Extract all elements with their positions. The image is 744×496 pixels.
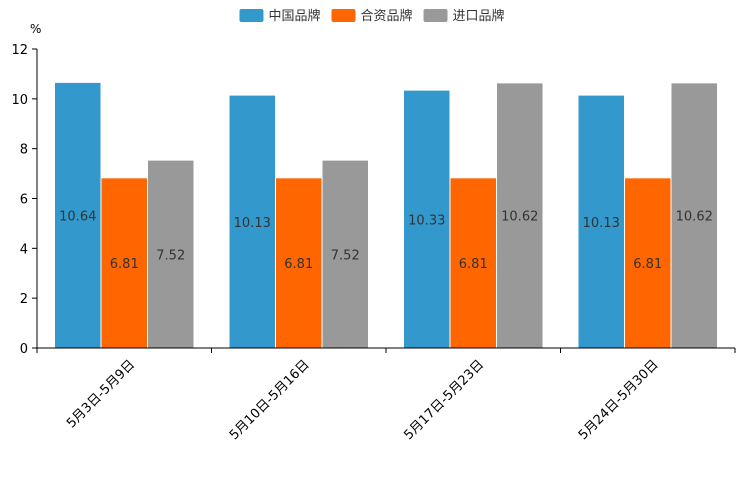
y-tick-label: 6 [20,193,28,208]
bar--2 [404,90,450,348]
x-tick-label: 5月24日-5月30日 [576,357,662,443]
data-label: 10.33 [408,213,445,228]
bar--2 [497,83,543,348]
bar--0 [148,160,194,348]
y-axis: 0 2 4 6 8 10 12 [11,43,38,357]
x-tick-label: 5月17日-5月23日 [401,357,487,443]
bar--1 [322,160,368,348]
legend-swatch-0 [239,9,264,22]
data-label: 6.81 [459,257,488,272]
bar--3 [578,95,624,348]
bar--0 [55,82,101,349]
y-tick-label: 2 [20,292,28,307]
data-label: 7.52 [156,248,185,263]
data-label: 10.62 [501,210,538,225]
data-label: 6.81 [110,257,139,272]
bar--2 [450,178,496,348]
data-label: 7.52 [331,248,360,263]
data-label: 10.62 [676,210,713,225]
legend-swatch-1 [331,9,356,22]
legend-item-label: 合资品牌 [360,8,412,24]
data-label: 10.64 [59,209,96,224]
data-label: 6.81 [284,257,313,272]
y-axis-unit-label: % [30,22,41,36]
bar--0 [101,178,147,348]
x-axis: 5月3日-5月9日 5月10日-5月16日 5月17日-5月23日 5月24日-5月3… [32,347,736,443]
x-tick-label: 5月3日-5月9日 [64,357,138,431]
y-tick-label: 4 [20,242,28,257]
data-label: 6.81 [633,257,662,272]
data-label: 10.13 [583,216,620,231]
y-tick-label: 8 [20,143,28,158]
legend: 中国品牌 合资品牌 进口品牌 [239,8,505,24]
bar--1 [229,95,275,348]
legend-item-label: 进口品牌 [453,8,505,24]
bars: 10.64 6.81 7.52 10.13 6.81 7.52 10.33 6.81 10.62… [55,82,717,349]
x-tick-label: 5月10日-5月16日 [227,357,313,443]
bar--3 [671,83,717,348]
y-tick-label: 0 [20,342,28,357]
y-tick-label: 12 [11,43,28,58]
y-tick-label: 10 [11,93,28,108]
bar--3 [625,178,671,348]
data-label: 10.13 [234,216,271,231]
bar--1 [276,178,322,348]
legend-item-label: 中国品牌 [268,8,320,24]
legend-swatch-2 [423,9,448,22]
